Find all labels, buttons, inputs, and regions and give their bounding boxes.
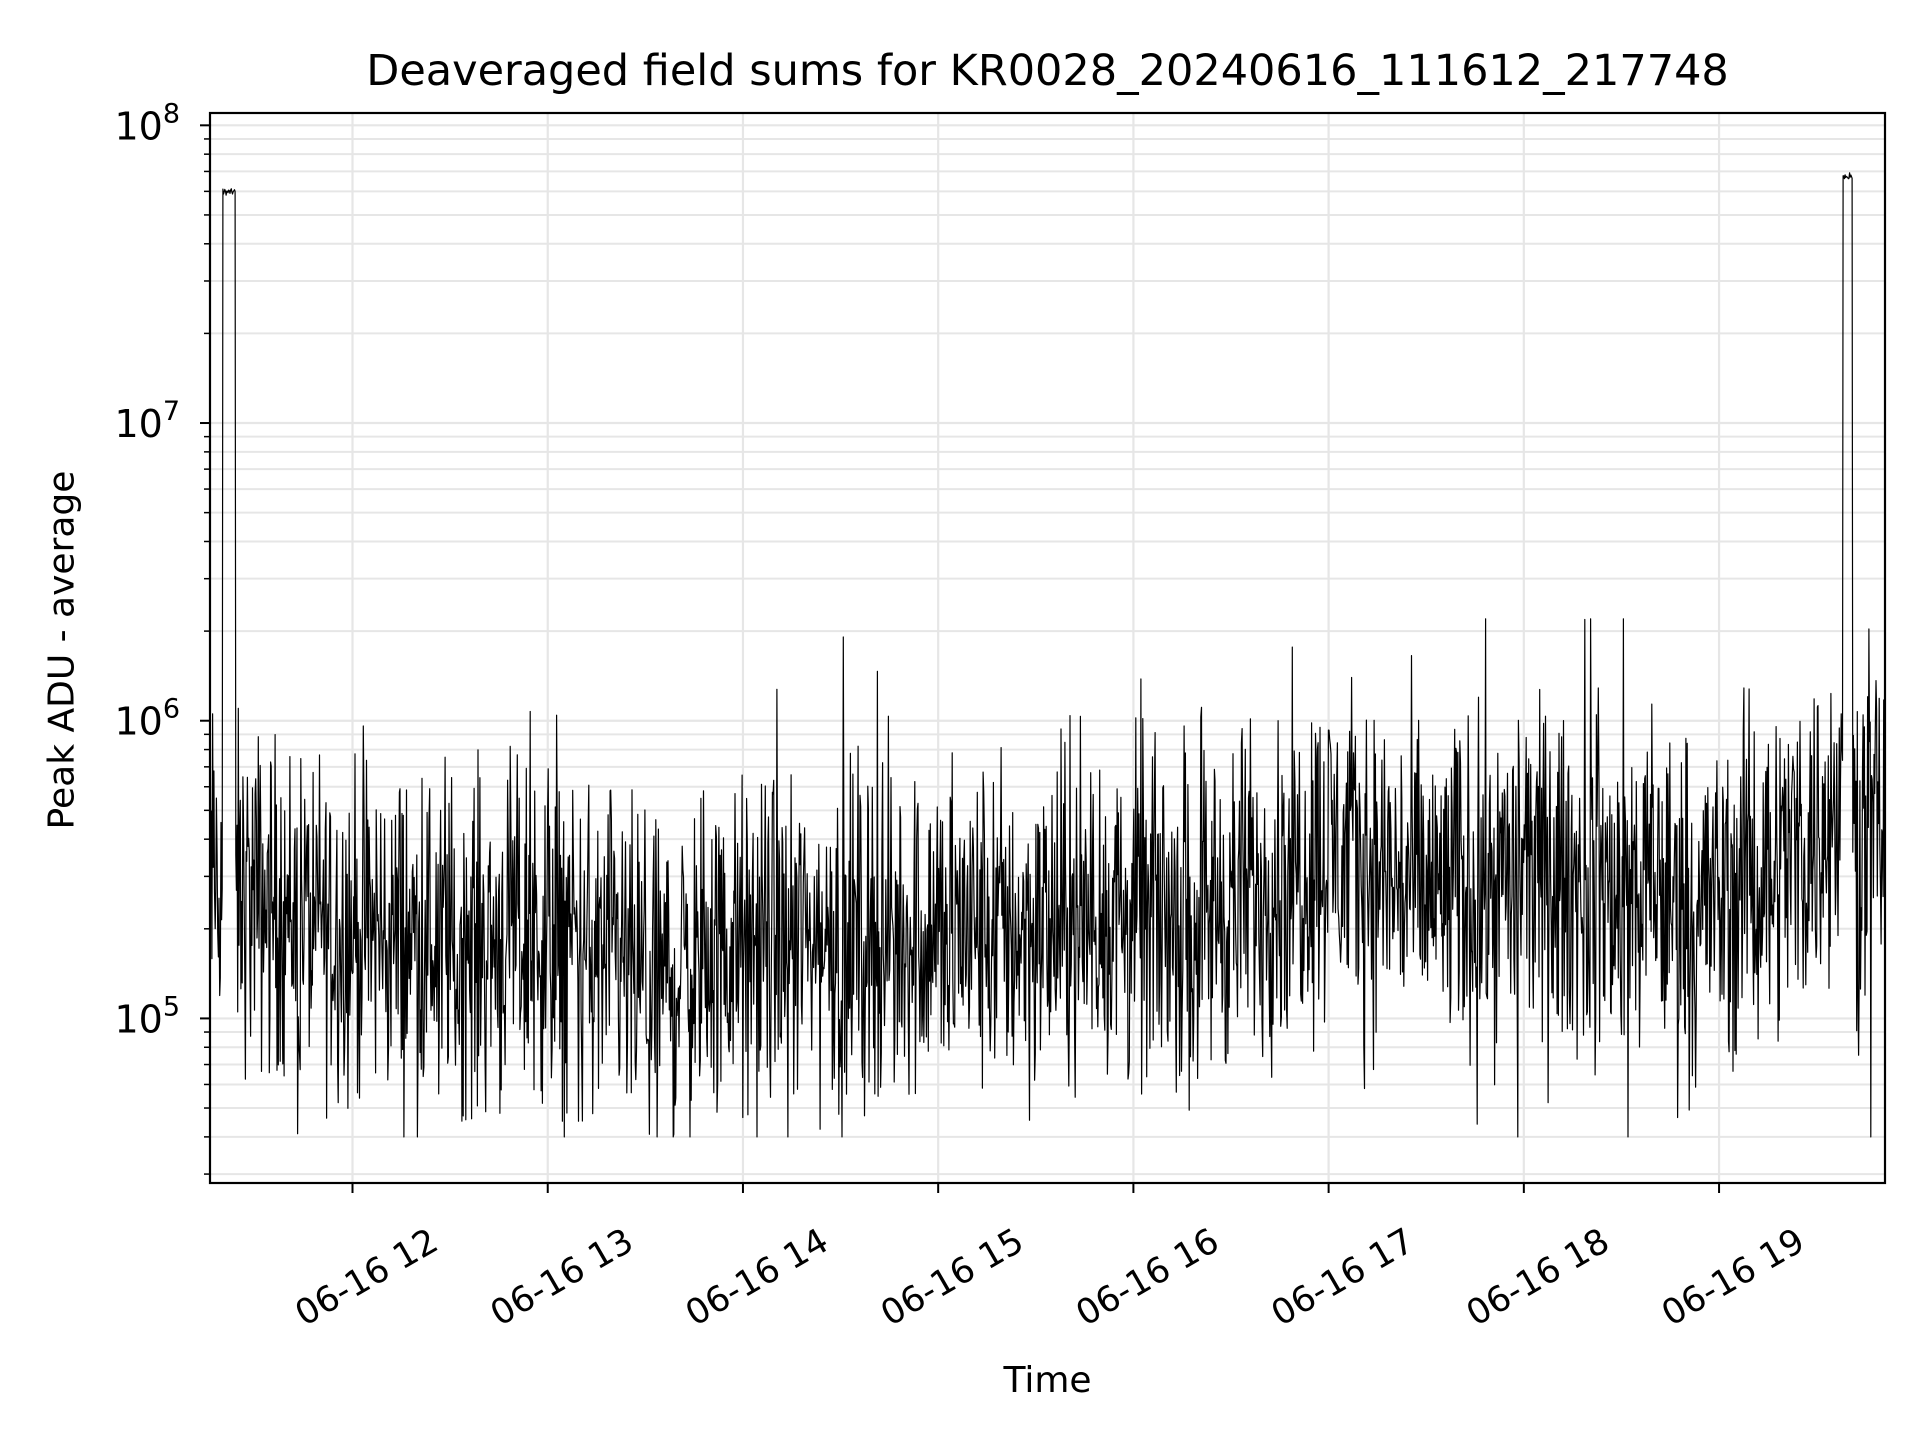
- y-axis: 105 106 107 108: [114, 98, 210, 1175]
- chart-title: Deaveraged field sums for KR0028_2024061…: [366, 46, 1729, 96]
- x-tick-label: 06-16 19: [1655, 1221, 1811, 1334]
- x-axis-label: Time: [1003, 1360, 1092, 1401]
- y-tick-label: 105: [114, 991, 180, 1041]
- plot-frame: [208, 111, 1887, 1185]
- x-tick-label: 06-16 12: [289, 1221, 445, 1334]
- x-tick-label: 06-16 17: [1265, 1221, 1421, 1334]
- x-tick-label: 06-16 15: [874, 1221, 1030, 1334]
- y-axis-label: Peak ADU - average: [41, 470, 83, 830]
- y-tick-label: 106: [114, 694, 180, 744]
- x-axis: 06-16 12 06-16 13 06-16 14 06-16 15 06-16 16…: [289, 1183, 1812, 1334]
- y-gridlines: [210, 124, 1885, 1176]
- series: [209, 172, 1886, 1138]
- x-tick-label: 06-16 14: [679, 1221, 835, 1334]
- signal-line: [209, 172, 1886, 1138]
- y-tick-label: 107: [114, 396, 180, 446]
- y-tick-label: 108: [114, 98, 180, 148]
- x-tick-label: 06-16 18: [1460, 1221, 1616, 1334]
- x-tick-label: 06-16 13: [484, 1221, 640, 1334]
- x-tick-label: 06-16 16: [1070, 1221, 1226, 1334]
